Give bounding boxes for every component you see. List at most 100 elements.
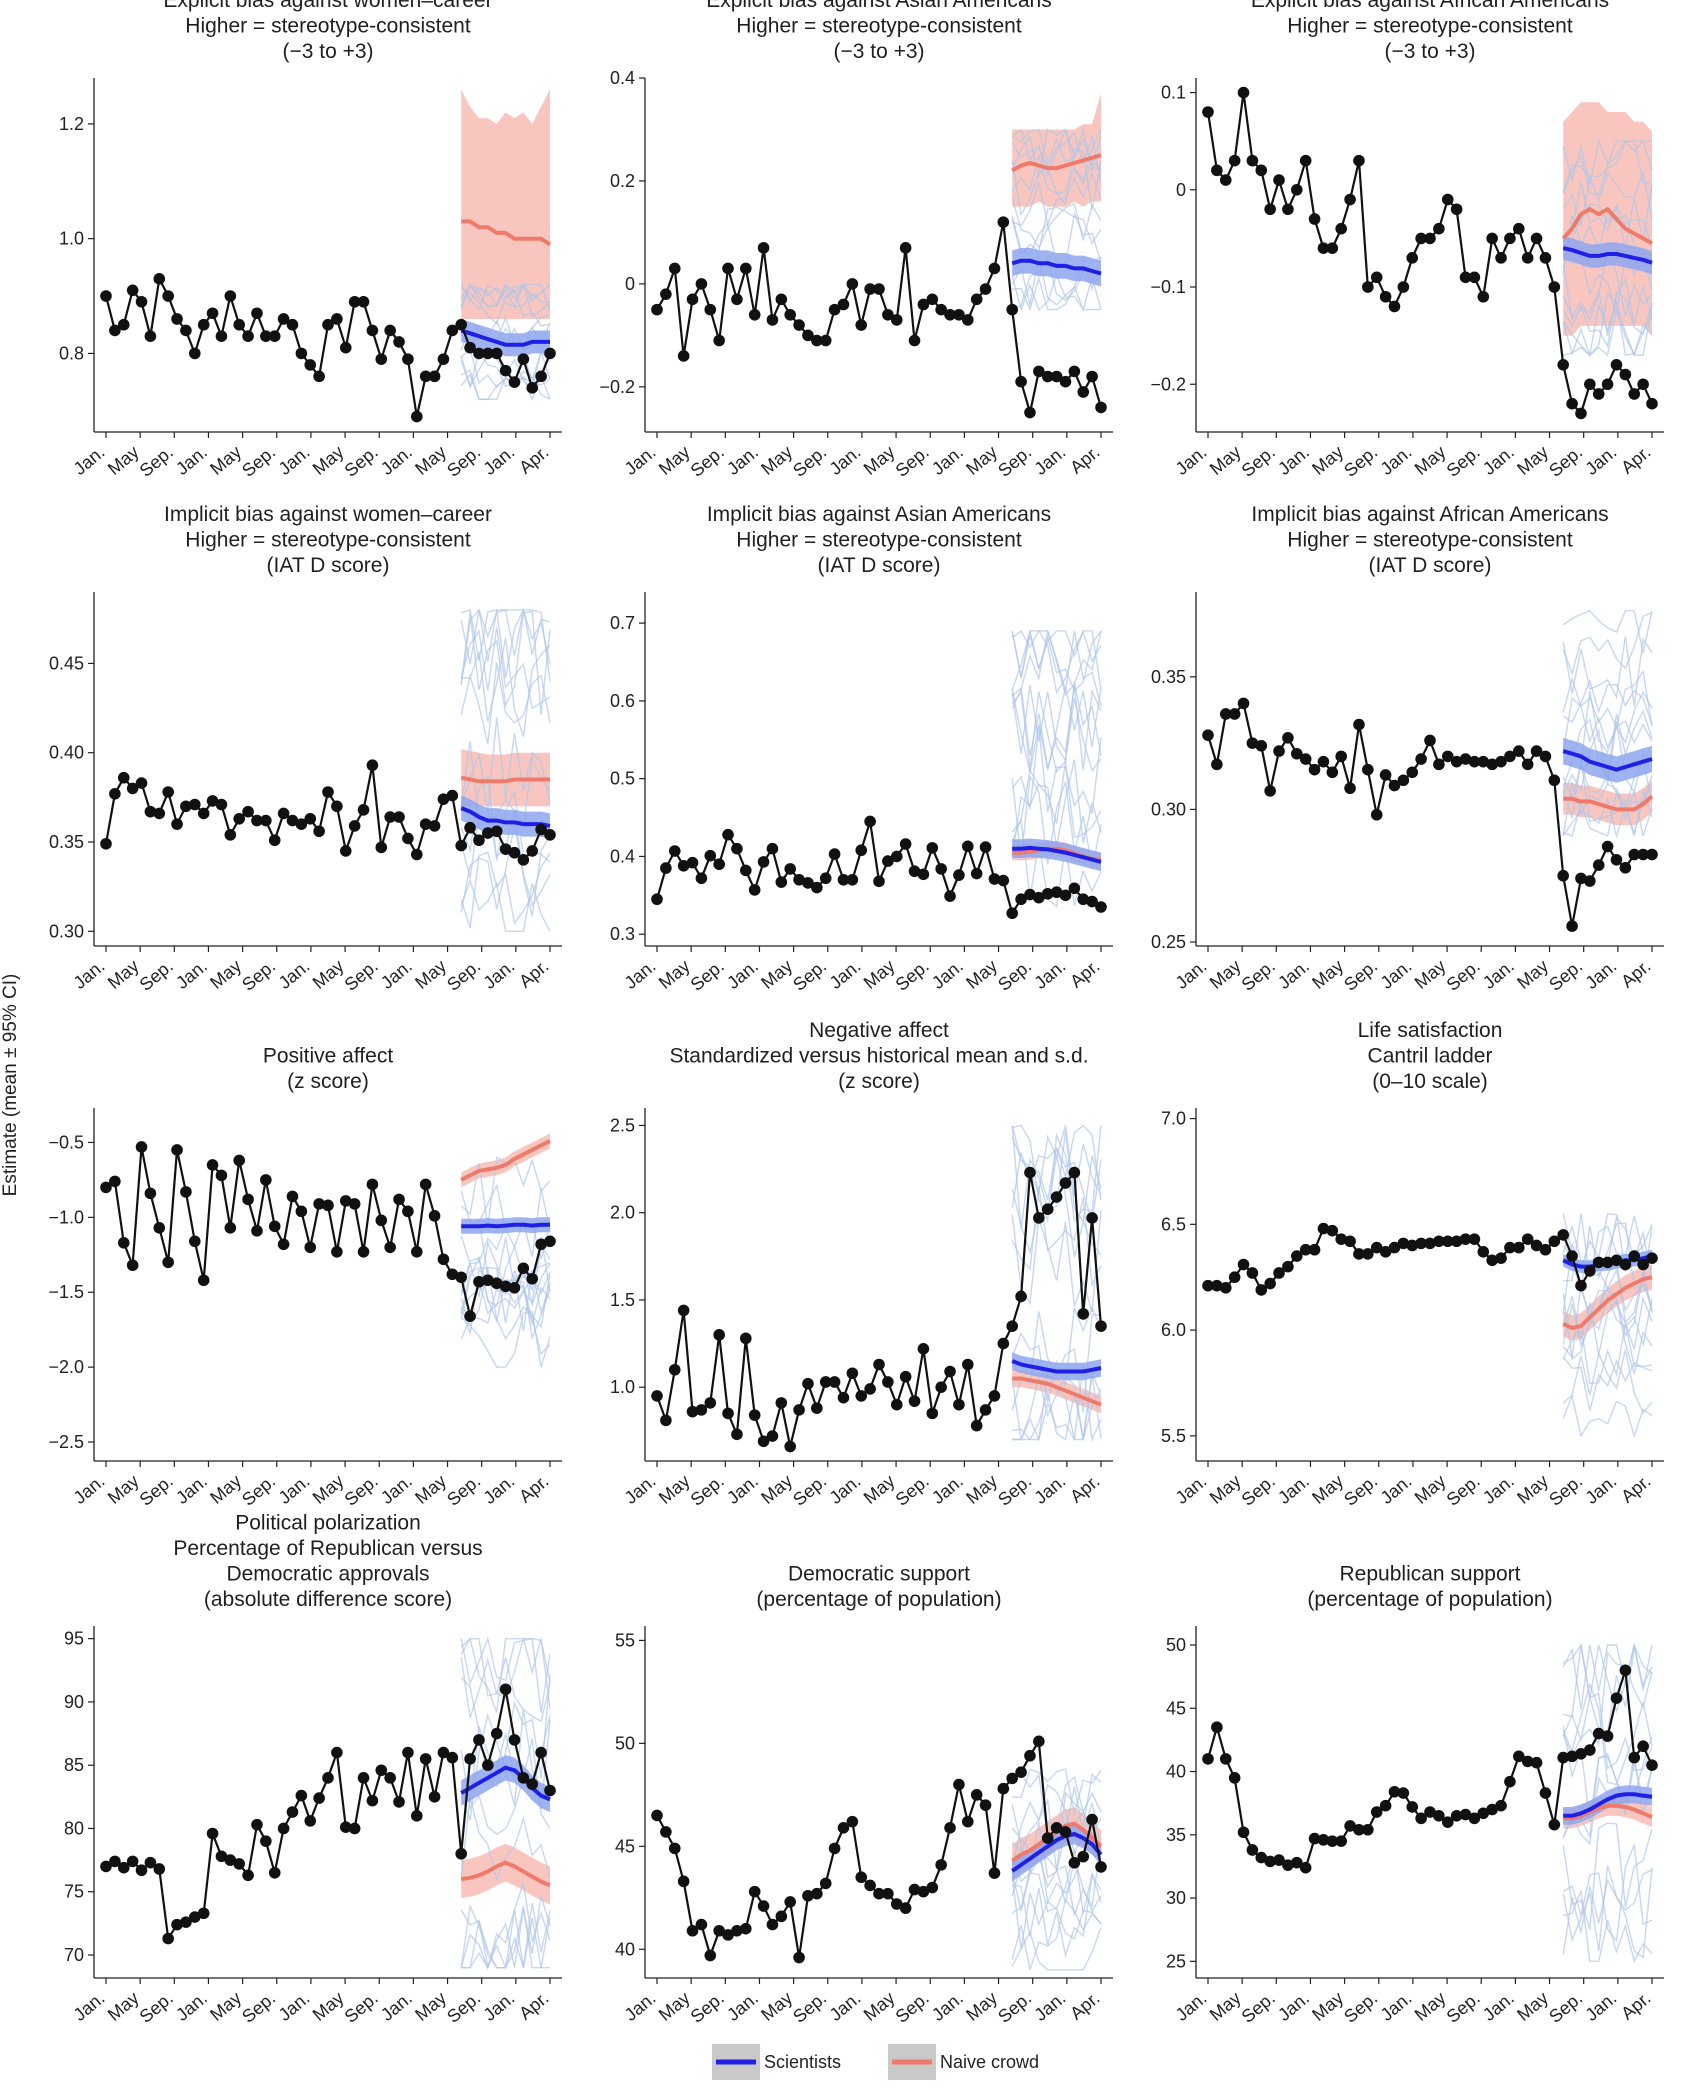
observed-point: [206, 795, 219, 807]
panel-title-line: Higher = stereotype-consistent: [185, 529, 471, 552]
observed-point: [1530, 1239, 1543, 1252]
y-tick-label: 40: [1166, 1762, 1186, 1782]
observed-point: [215, 1850, 228, 1863]
team-forecast-line: [1011, 131, 1102, 182]
x-tick-label: Jan.: [1581, 1988, 1620, 2025]
observed-point: [1424, 734, 1436, 747]
panel-11: Democratic support(percentage of populat…: [615, 1563, 1113, 2027]
observed-point: [313, 1792, 325, 1804]
observed-point: [1592, 388, 1605, 400]
observed-point: [1379, 290, 1392, 303]
observed-point: [899, 1902, 912, 1914]
x-tick-label: Jan.: [479, 442, 518, 479]
x-tick-label: Sep.: [1340, 1988, 1381, 2027]
team-forecast-line: [1012, 274, 1102, 312]
observed-point: [651, 1390, 663, 1402]
observed-point: [1299, 154, 1312, 167]
observed-point: [731, 842, 743, 855]
x-tick-label: May: [860, 1988, 899, 2025]
x-tick-label: Sep.: [1238, 956, 1279, 995]
observed-point: [1264, 203, 1276, 216]
observed-point: [206, 1827, 219, 1840]
panel-title-line: Higher = stereotype-consistent: [736, 529, 1022, 552]
observed-point: [935, 303, 947, 316]
x-tick-label: Sep.: [1238, 1471, 1279, 1510]
team-forecast-line: [1562, 1844, 1653, 1943]
observed-point: [1246, 737, 1259, 749]
observed-point: [544, 1235, 556, 1248]
observed-point: [393, 811, 405, 823]
x-tick-label: May: [655, 1988, 694, 2025]
observed-point: [802, 329, 814, 342]
observed-point: [100, 290, 112, 302]
observed-point: [1041, 887, 1054, 900]
x-tick-label: May: [655, 956, 694, 993]
x-tick-label: Jan.: [1377, 956, 1416, 993]
team-forecast-line: [1011, 127, 1102, 179]
team-forecast-line: [1011, 1306, 1102, 1403]
observed-point: [1388, 300, 1401, 313]
observed-point: [1086, 895, 1098, 908]
observed-point: [215, 1169, 228, 1182]
y-tick-label: 6.0: [1161, 1320, 1186, 1340]
x-tick-label: Jan.: [275, 956, 314, 993]
observed-point: [251, 1225, 263, 1237]
observed-point: [322, 786, 334, 798]
x-tick-label: Sep.: [687, 442, 728, 481]
x-tick-label: May: [1206, 1471, 1245, 1508]
observed-point: [1513, 1241, 1525, 1254]
observed-point: [1033, 1735, 1045, 1748]
observed-point: [953, 869, 965, 881]
x-tick-label: May: [1411, 1988, 1450, 2025]
observed-point: [1539, 252, 1552, 264]
observed-point: [1237, 697, 1250, 710]
x-tick-label: May: [104, 1988, 143, 2025]
x-tick-label: Apr.: [515, 956, 552, 992]
y-tick-label: 6.5: [1161, 1214, 1186, 1234]
x-tick-label: Jan.: [70, 1471, 109, 1508]
observed-point: [1326, 242, 1339, 254]
observed-point: [793, 1951, 805, 1964]
observed-point: [1433, 758, 1445, 771]
observed-point: [1370, 1806, 1383, 1818]
x-tick-label: Sep.: [1340, 1471, 1381, 1510]
observed-point: [419, 370, 432, 383]
observed-point: [153, 1222, 166, 1234]
observed-point: [1637, 1258, 1649, 1271]
team-forecast-line: [1011, 171, 1102, 227]
team-forecast-line: [1562, 1867, 1653, 1959]
observed-point: [1362, 1823, 1374, 1836]
observed-point: [411, 1245, 423, 1258]
observed-point: [464, 821, 476, 834]
x-tick-label: Sep.: [443, 1988, 484, 2027]
team-forecast-line: [1562, 1283, 1653, 1359]
observed-point: [144, 1856, 157, 1869]
observed-point: [873, 283, 885, 295]
observed-point: [1495, 1252, 1507, 1264]
observed-point: [1637, 848, 1649, 861]
observed-point: [517, 1262, 530, 1275]
observed-point: [846, 873, 859, 886]
y-tick-label: 0.35: [49, 832, 84, 852]
observed-point: [1006, 1320, 1018, 1332]
observed-point: [1637, 378, 1649, 391]
observed-point: [135, 1141, 148, 1153]
observed-point: [1308, 213, 1321, 225]
panel-title-line: Positive affect: [263, 1045, 394, 1068]
observed-point: [446, 324, 459, 337]
observed-point: [375, 353, 388, 365]
observed-point: [180, 324, 192, 337]
observed-point: [1308, 1243, 1321, 1256]
y-tick-label: 0.6: [610, 691, 635, 711]
observed-point: [206, 1159, 219, 1171]
x-tick-label: Jan.: [723, 956, 762, 993]
y-tick-label: 7.0: [1161, 1109, 1186, 1129]
x-tick-label: Sep.: [1443, 442, 1484, 481]
y-tick-label: 2.0: [610, 1203, 635, 1223]
scientists-mean-line: [461, 1222, 550, 1229]
observed-point: [268, 1220, 281, 1233]
observed-point: [1513, 1750, 1525, 1763]
x-tick-label: Sep.: [136, 1988, 177, 2027]
x-tick-label: Sep.: [1238, 442, 1279, 481]
observed-point: [517, 353, 530, 365]
